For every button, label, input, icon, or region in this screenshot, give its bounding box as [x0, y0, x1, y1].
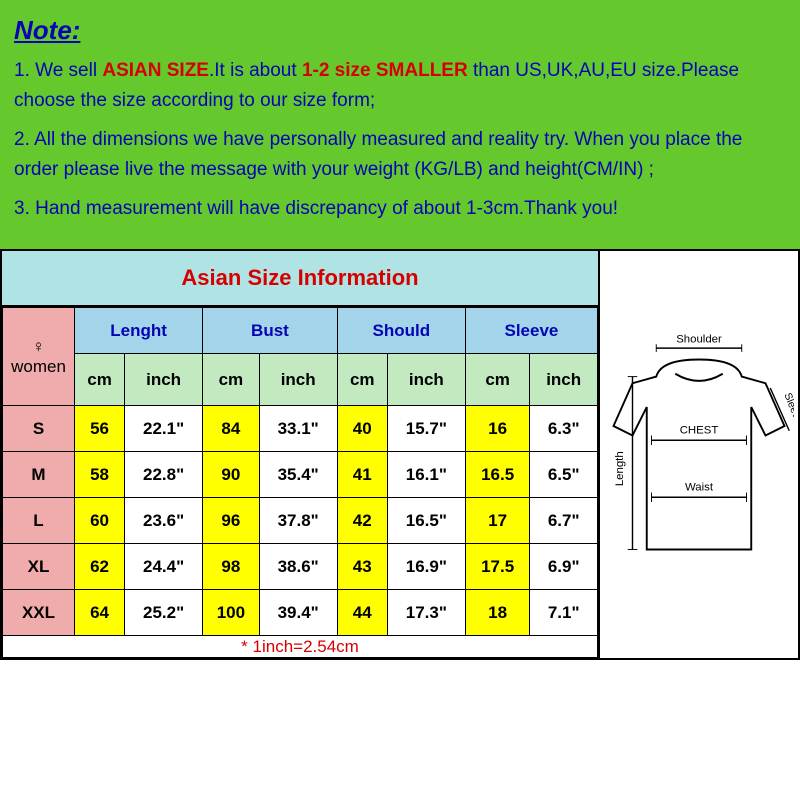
- inch-value: 39.4": [259, 590, 337, 636]
- inch-value: 16.9": [387, 544, 465, 590]
- table-title-bar: Asian Size Information: [2, 251, 598, 307]
- lower-section: Asian Size Information ♀ women Lenght Bu…: [0, 249, 800, 660]
- label-chest: CHEST: [680, 425, 719, 437]
- note1-smaller: 1-2 size SMALLER: [302, 60, 468, 81]
- unit-cm: cm: [75, 354, 125, 406]
- cm-value: 60: [75, 498, 125, 544]
- cm-value: 18: [465, 590, 529, 636]
- gender-symbol: ♀: [32, 337, 45, 356]
- shirt-diagram: Shoulder CHEST Waist Length Sleeves: [598, 251, 798, 658]
- size-label: XL: [3, 544, 75, 590]
- size-label: M: [3, 452, 75, 498]
- unit-cm: cm: [337, 354, 387, 406]
- gender-label: women: [11, 357, 66, 376]
- table-row: S5622.1"8433.1"4015.7"166.3": [3, 406, 598, 452]
- inch-value: 35.4": [259, 452, 337, 498]
- size-table-area: Asian Size Information ♀ women Lenght Bu…: [2, 251, 598, 658]
- cm-value: 64: [75, 590, 125, 636]
- note1-part-a: 1. We sell: [14, 60, 102, 81]
- unit-inch: inch: [125, 354, 203, 406]
- cm-value: 41: [337, 452, 387, 498]
- cm-value: 17: [465, 498, 529, 544]
- cm-value: 62: [75, 544, 125, 590]
- inch-value: 6.5": [530, 452, 598, 498]
- group-header-row: ♀ women Lenght Bust Should Sleeve: [3, 308, 598, 354]
- inch-value: 37.8": [259, 498, 337, 544]
- size-label: S: [3, 406, 75, 452]
- cm-value: 16.5: [465, 452, 529, 498]
- cm-value: 84: [203, 406, 259, 452]
- label-shoulder: Shoulder: [676, 334, 722, 346]
- cm-value: 100: [203, 590, 259, 636]
- table-title: Asian Size Information: [181, 265, 418, 290]
- unit-inch: inch: [387, 354, 465, 406]
- group-bust: Bust: [203, 308, 338, 354]
- inch-value: 23.6": [125, 498, 203, 544]
- table-row: L6023.6"9637.8"4216.5"176.7": [3, 498, 598, 544]
- shirt-svg: Shoulder CHEST Waist Length Sleeves: [604, 331, 794, 578]
- inch-value: 33.1": [259, 406, 337, 452]
- size-label: XXL: [3, 590, 75, 636]
- cm-value: 98: [203, 544, 259, 590]
- note-section: Note: 1. We sell ASIAN SIZE.It is about …: [0, 0, 800, 249]
- unit-cm: cm: [465, 354, 529, 406]
- table-row: XXL6425.2"10039.4"4417.3"187.1": [3, 590, 598, 636]
- cm-value: 43: [337, 544, 387, 590]
- note1-asian-size: ASIAN SIZE: [102, 60, 209, 81]
- cm-value: 17.5: [465, 544, 529, 590]
- size-table: ♀ women Lenght Bust Should Sleeve cm inc…: [2, 307, 598, 658]
- cm-value: 96: [203, 498, 259, 544]
- unit-header-row: cm inch cm inch cm inch cm inch: [3, 354, 598, 406]
- inch-value: 16.5": [387, 498, 465, 544]
- cm-value: 16: [465, 406, 529, 452]
- cm-value: 90: [203, 452, 259, 498]
- cm-value: 58: [75, 452, 125, 498]
- inch-value: 6.3": [530, 406, 598, 452]
- inch-value: 24.4": [125, 544, 203, 590]
- inch-value: 22.1": [125, 406, 203, 452]
- label-waist: Waist: [685, 482, 714, 494]
- note1-part-c: .It is about: [209, 60, 302, 81]
- table-row: XL6224.4"9838.6"4316.9"17.56.9": [3, 544, 598, 590]
- size-label: L: [3, 498, 75, 544]
- label-length: Length: [614, 452, 626, 487]
- inch-value: 16.1": [387, 452, 465, 498]
- table-row: M5822.8"9035.4"4116.1"16.56.5": [3, 452, 598, 498]
- cm-value: 40: [337, 406, 387, 452]
- inch-value: 25.2": [125, 590, 203, 636]
- note-title: Note:: [14, 10, 786, 50]
- unit-cm: cm: [203, 354, 259, 406]
- note-point-2: 2. All the dimensions we have personally…: [14, 125, 786, 184]
- inch-value: 6.7": [530, 498, 598, 544]
- cm-value: 44: [337, 590, 387, 636]
- cm-value: 56: [75, 406, 125, 452]
- note-point-1: 1. We sell ASIAN SIZE.It is about 1-2 si…: [14, 56, 786, 115]
- footnote-text: * 1inch=2.54cm: [3, 636, 598, 658]
- inch-value: 17.3": [387, 590, 465, 636]
- footnote-row: * 1inch=2.54cm: [3, 636, 598, 658]
- cm-value: 42: [337, 498, 387, 544]
- unit-inch: inch: [530, 354, 598, 406]
- inch-value: 15.7": [387, 406, 465, 452]
- inch-value: 7.1": [530, 590, 598, 636]
- note-point-3: 3. Hand measurement will have discrepanc…: [14, 194, 786, 223]
- inch-value: 6.9": [530, 544, 598, 590]
- women-header: ♀ women: [3, 308, 75, 406]
- inch-value: 22.8": [125, 452, 203, 498]
- group-sleeve: Sleeve: [465, 308, 597, 354]
- inch-value: 38.6": [259, 544, 337, 590]
- unit-inch: inch: [259, 354, 337, 406]
- group-should: Should: [337, 308, 465, 354]
- group-length: Lenght: [75, 308, 203, 354]
